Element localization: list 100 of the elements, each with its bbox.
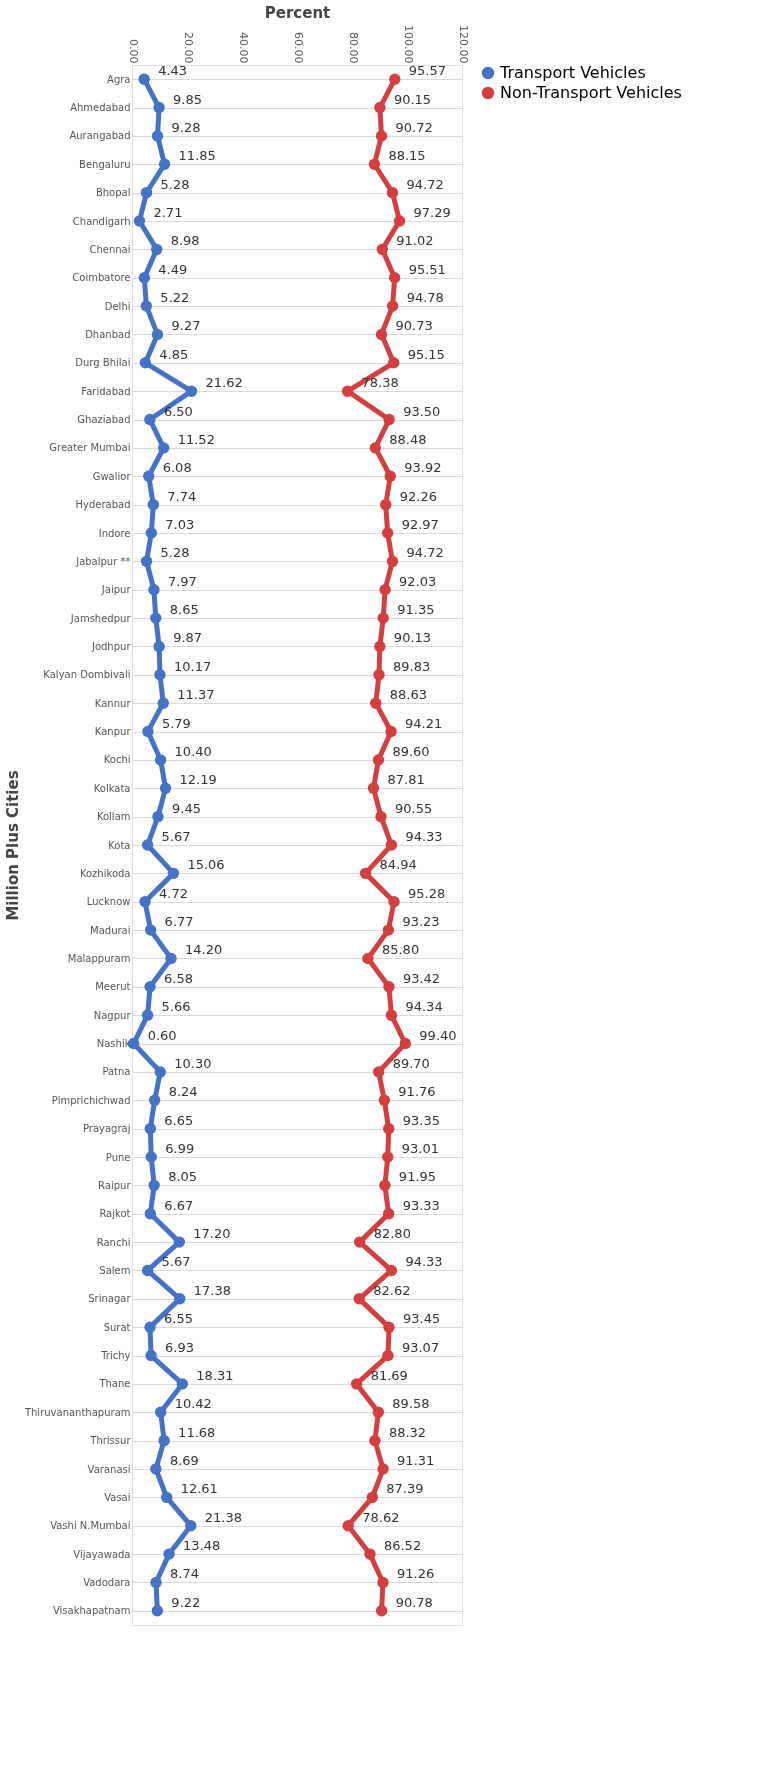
point xyxy=(399,1037,412,1050)
y-tick-label: Visakhapatnam xyxy=(52,1605,131,1617)
y-tick-label: Madurai xyxy=(90,924,131,936)
data-label: 97.29 xyxy=(413,205,451,220)
point xyxy=(377,1463,389,1475)
x-tick-label: 120.00 xyxy=(456,25,470,64)
data-label: 87.81 xyxy=(387,772,425,788)
data-label: 95.15 xyxy=(407,346,445,362)
data-label: 94.72 xyxy=(406,545,444,561)
point xyxy=(383,413,395,426)
point xyxy=(185,1520,197,1532)
y-tick-label: Greater Mumbai xyxy=(49,442,131,454)
point xyxy=(150,243,163,256)
point xyxy=(141,1009,154,1021)
data-label: 9.28 xyxy=(171,119,201,135)
data-label: 11.85 xyxy=(178,148,216,164)
data-label: 78.38 xyxy=(361,375,399,391)
point xyxy=(382,1208,395,1220)
data-label: 8.69 xyxy=(169,1453,199,1468)
point xyxy=(388,896,400,908)
point xyxy=(157,697,169,709)
data-label: 5.28 xyxy=(160,176,190,192)
point xyxy=(174,1293,186,1305)
point xyxy=(144,413,156,426)
point xyxy=(150,1576,162,1589)
y-tick-label: Surat xyxy=(103,1321,131,1333)
y-tick-label: Trichy xyxy=(100,1350,131,1362)
y-tick-label: Nashik xyxy=(96,1038,131,1050)
point xyxy=(342,1520,354,1532)
y-tick-label: Hyderabad xyxy=(75,499,131,511)
data-label: 10.17 xyxy=(173,658,212,674)
y-tick-label: Kolkata xyxy=(93,782,131,794)
data-label: 9.87 xyxy=(173,630,203,646)
point xyxy=(388,272,401,284)
point xyxy=(372,1406,385,1418)
data-label: 95.28 xyxy=(408,885,446,901)
y-tick-label: Chennai xyxy=(89,243,131,255)
data-label: 94.33 xyxy=(405,829,443,844)
data-label: 89.58 xyxy=(392,1396,430,1412)
data-label: 6.77 xyxy=(164,914,194,930)
y-tick-label: Gwalior xyxy=(92,470,132,482)
data-label: 10.40 xyxy=(174,743,212,759)
point xyxy=(148,1179,160,1192)
data-label: 17.20 xyxy=(193,1226,231,1242)
y-tick-label: Aurangabad xyxy=(69,130,131,142)
y-axis-title: Million Plus Cities xyxy=(3,770,22,921)
data-label: 86.52 xyxy=(383,1538,422,1554)
data-label: 15.06 xyxy=(187,857,225,873)
point xyxy=(138,272,151,284)
point xyxy=(142,725,154,738)
point xyxy=(382,924,395,936)
data-label: 12.19 xyxy=(179,772,217,788)
point xyxy=(158,158,171,170)
data-label: 90.78 xyxy=(395,1594,433,1610)
point xyxy=(359,867,372,880)
point xyxy=(341,385,354,397)
y-tick-label: Vijayawada xyxy=(73,1548,131,1560)
point xyxy=(159,782,172,794)
point xyxy=(379,1179,391,1192)
data-label: 4.72 xyxy=(158,885,188,901)
point xyxy=(354,1236,366,1248)
y-tick-label: Delhi xyxy=(104,300,131,312)
y-tick-label: Bhopal xyxy=(95,187,131,199)
point xyxy=(368,158,381,170)
legend-label: Transport Vehicles xyxy=(499,63,646,82)
y-tick-label: Faridabad xyxy=(81,385,131,397)
data-label: 93.45 xyxy=(402,1311,441,1327)
data-label: 93.92 xyxy=(404,460,442,476)
point xyxy=(144,1122,156,1135)
point xyxy=(163,1548,175,1560)
data-label: 90.72 xyxy=(395,119,433,135)
data-label: 93.35 xyxy=(402,1112,440,1128)
data-label: 12.61 xyxy=(180,1481,218,1497)
y-tick-label: Vadodara xyxy=(83,1576,131,1588)
point xyxy=(176,1378,189,1390)
y-tick-label: Jamshedpur xyxy=(69,612,132,624)
point xyxy=(144,924,157,936)
y-tick-label: Jodhpur xyxy=(90,640,132,652)
y-tick-label: Ranchi xyxy=(96,1236,131,1248)
data-label: 2.71 xyxy=(153,205,183,220)
x-axis-title: Percent xyxy=(264,4,331,23)
data-label: 8.05 xyxy=(168,1169,198,1185)
data-label: 21.38 xyxy=(204,1509,243,1525)
data-label: 8.24 xyxy=(168,1084,198,1100)
point xyxy=(350,1378,363,1390)
y-tick-label: Salem xyxy=(99,1264,131,1276)
y-tick-label: Chandigarh xyxy=(72,215,131,227)
y-tick-label: Prayagraj xyxy=(82,1123,131,1135)
point xyxy=(377,612,389,624)
point xyxy=(144,1208,157,1220)
data-label: 6.65 xyxy=(164,1112,194,1128)
y-tick-label: Pune xyxy=(105,1151,131,1163)
data-label: 7.74 xyxy=(167,488,197,504)
data-label: 82.80 xyxy=(373,1226,411,1242)
data-label: 13.48 xyxy=(183,1538,221,1554)
data-label: 0.60 xyxy=(147,1027,177,1043)
point xyxy=(139,357,152,369)
point xyxy=(381,527,394,539)
point xyxy=(151,328,164,341)
data-label: 17.38 xyxy=(193,1282,232,1298)
